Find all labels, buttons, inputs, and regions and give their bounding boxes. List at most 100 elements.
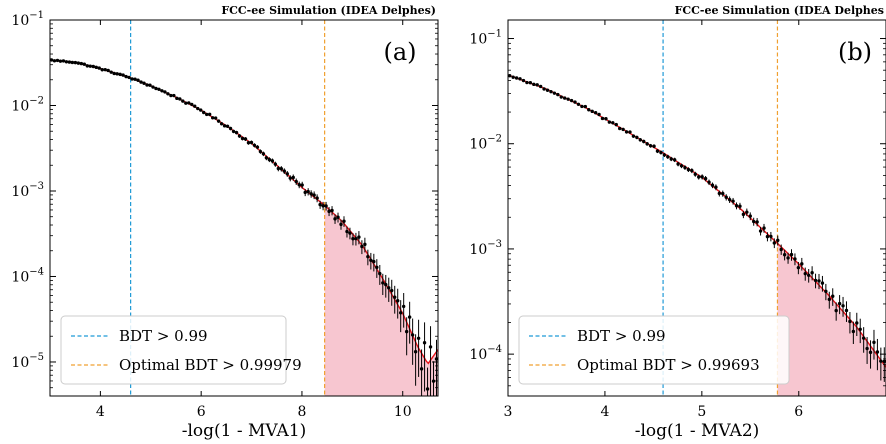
data-point bbox=[700, 175, 704, 179]
data-point bbox=[813, 278, 818, 283]
data-point bbox=[848, 319, 852, 324]
data-point bbox=[824, 289, 828, 294]
data-point bbox=[61, 59, 66, 63]
data-point bbox=[648, 144, 653, 148]
data-point bbox=[67, 60, 72, 64]
data-point bbox=[339, 222, 343, 227]
chart-panel-a: 4 6 8 10 10−5 10−4 10−3 10−2 10−1 -log(1 - MVA1) F… bbox=[11, 4, 439, 441]
data-point bbox=[246, 141, 251, 145]
data-point bbox=[79, 61, 84, 66]
data-point bbox=[396, 299, 400, 303]
y-tick-label: 10−2 bbox=[469, 134, 502, 153]
data-point bbox=[139, 80, 143, 84]
data-point bbox=[354, 236, 358, 241]
data-point bbox=[369, 258, 373, 262]
data-point bbox=[772, 241, 777, 245]
data-point bbox=[255, 145, 260, 149]
data-point bbox=[175, 96, 179, 101]
data-point bbox=[360, 244, 364, 249]
data-point bbox=[327, 209, 331, 214]
x-tick-label: 3 bbox=[504, 404, 513, 420]
data-point bbox=[607, 120, 612, 124]
data-point bbox=[216, 119, 221, 123]
data-point bbox=[419, 367, 424, 371]
data-point bbox=[865, 346, 869, 351]
data-point bbox=[717, 191, 722, 196]
data-point bbox=[779, 247, 783, 252]
data-point bbox=[563, 96, 567, 100]
data-point bbox=[154, 86, 158, 91]
data-point bbox=[416, 336, 421, 340]
data-point bbox=[282, 169, 286, 173]
data-point bbox=[569, 98, 574, 103]
data-point bbox=[827, 297, 831, 302]
data-point bbox=[686, 167, 691, 172]
data-point bbox=[288, 176, 292, 180]
data-point bbox=[55, 58, 60, 63]
data-point bbox=[336, 215, 340, 219]
data-point bbox=[786, 256, 790, 260]
data-point bbox=[393, 295, 397, 299]
data-point bbox=[803, 271, 807, 276]
data-point bbox=[655, 149, 660, 153]
data-point bbox=[731, 199, 735, 203]
legend-entry-label: Optimal BDT > 0.99693 bbox=[577, 356, 760, 374]
chart-panel-b: 3 4 5 6 10−4 10−3 10−2 10−1 -log(1 - MVA2) FCC-ee… bbox=[469, 4, 886, 441]
data-point bbox=[193, 104, 197, 108]
data-point bbox=[160, 89, 164, 93]
data-point bbox=[294, 179, 298, 184]
data-point bbox=[330, 208, 334, 213]
data-point bbox=[834, 308, 838, 313]
data-point bbox=[184, 101, 188, 105]
y-tick-label: 10−1 bbox=[11, 10, 44, 29]
signal-region-fill bbox=[324, 205, 438, 396]
chart-header: FCC-ee Simulation (IDEA Delphes) bbox=[221, 4, 436, 17]
data-point bbox=[690, 168, 694, 173]
data-point bbox=[518, 77, 522, 81]
data-point bbox=[776, 238, 780, 243]
data-point bbox=[94, 65, 98, 70]
data-point bbox=[642, 139, 646, 144]
data-point bbox=[532, 82, 536, 87]
y-tick-label: 10−3 bbox=[469, 239, 502, 258]
data-point bbox=[312, 193, 316, 197]
data-point bbox=[511, 75, 515, 79]
data-point bbox=[841, 304, 845, 308]
data-point bbox=[738, 204, 742, 208]
data-points bbox=[508, 74, 886, 382]
data-point bbox=[434, 357, 438, 361]
data-point bbox=[169, 93, 173, 98]
data-point bbox=[398, 311, 403, 315]
data-point bbox=[88, 64, 92, 68]
data-point bbox=[157, 87, 161, 91]
data-point bbox=[872, 340, 876, 345]
data-point bbox=[782, 253, 787, 257]
data-point bbox=[659, 150, 663, 155]
data-point bbox=[542, 87, 546, 91]
data-point bbox=[535, 83, 539, 87]
data-point bbox=[707, 180, 711, 184]
data-point bbox=[431, 379, 436, 383]
data-point bbox=[112, 71, 116, 76]
data-point bbox=[273, 162, 278, 166]
data-point bbox=[635, 135, 639, 140]
data-point bbox=[672, 158, 677, 162]
data-point bbox=[258, 149, 263, 154]
data-point bbox=[844, 308, 849, 313]
data-point bbox=[407, 315, 412, 319]
data-point bbox=[851, 329, 856, 334]
x-tick-label: 5 bbox=[697, 404, 706, 420]
data-point bbox=[345, 229, 349, 234]
data-point bbox=[85, 64, 90, 68]
data-point bbox=[145, 83, 149, 87]
data-point bbox=[755, 220, 759, 224]
y-tick-label: 10−2 bbox=[11, 95, 44, 114]
data-point bbox=[363, 242, 367, 247]
data-point bbox=[758, 229, 763, 233]
data-point bbox=[91, 64, 95, 69]
data-point bbox=[76, 61, 81, 65]
data-point bbox=[82, 62, 87, 66]
axes-frame bbox=[49, 19, 439, 397]
data-point bbox=[600, 116, 605, 121]
data-point bbox=[303, 190, 307, 195]
